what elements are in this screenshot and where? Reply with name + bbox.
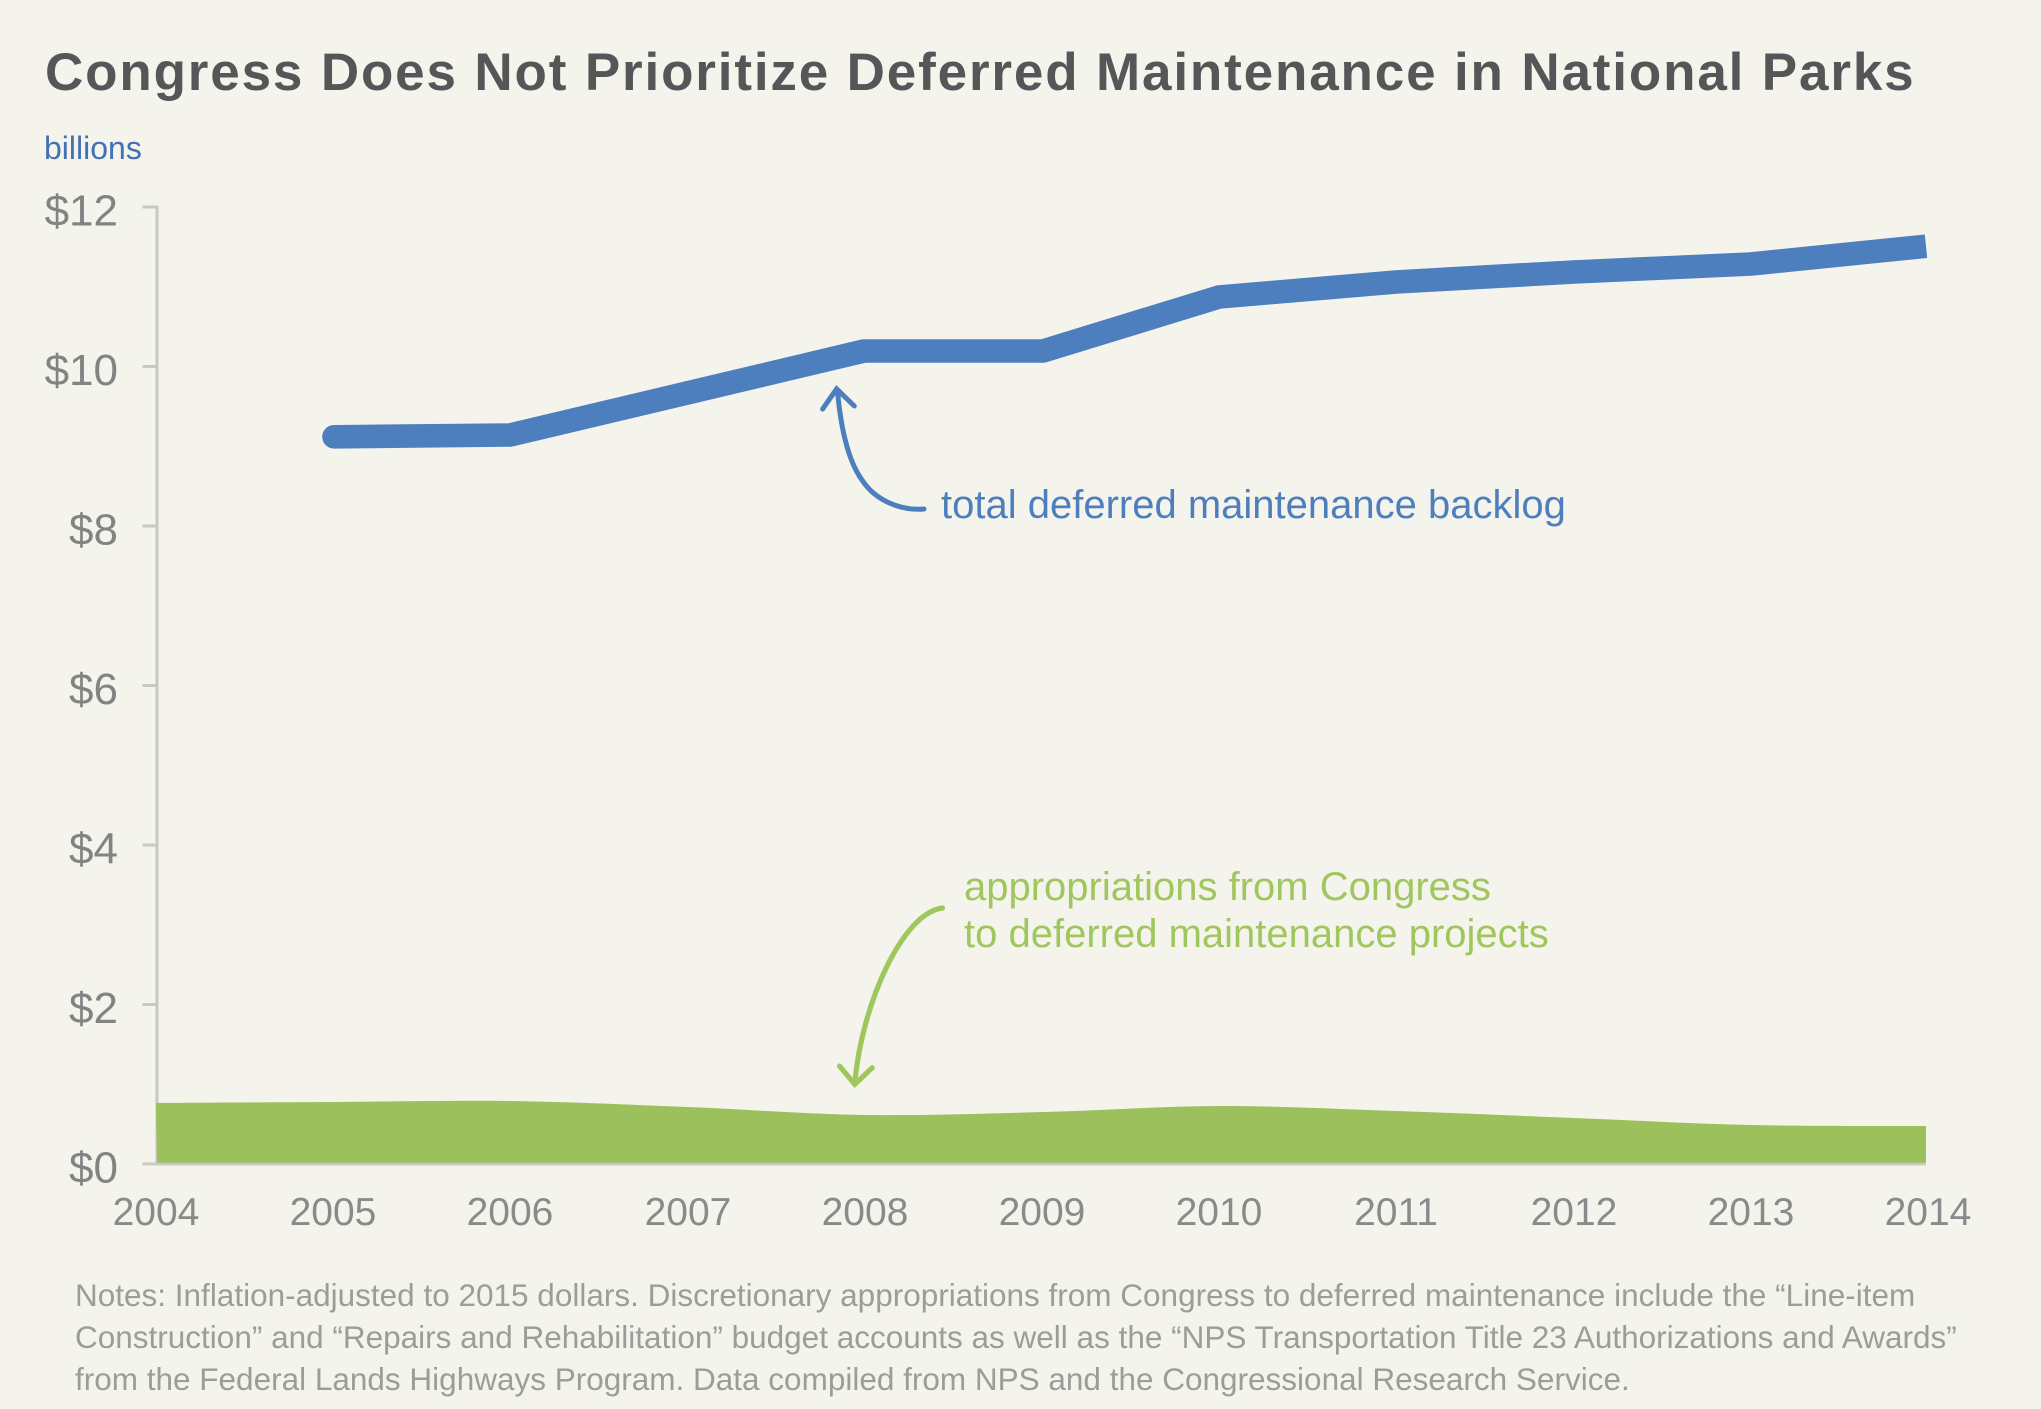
svg-text:from the Federal Lands Highway: from the Federal Lands Highways Program.… xyxy=(75,1361,1630,1397)
svg-text:2009: 2009 xyxy=(999,1191,1086,1234)
svg-text:$4: $4 xyxy=(69,825,118,874)
svg-text:2006: 2006 xyxy=(467,1191,554,1234)
svg-text:$6: $6 xyxy=(69,665,118,714)
svg-text:appropriations from Congress: appropriations from Congress xyxy=(964,865,1491,909)
svg-text:$12: $12 xyxy=(45,187,118,236)
svg-text:Congress Does Not Prioritize D: Congress Does Not Prioritize Deferred Ma… xyxy=(45,43,1915,102)
svg-text:2012: 2012 xyxy=(1531,1191,1618,1234)
svg-text:2011: 2011 xyxy=(1354,1191,1438,1234)
svg-text:$0: $0 xyxy=(69,1144,118,1193)
svg-text:2014: 2014 xyxy=(1885,1191,1972,1234)
svg-text:$10: $10 xyxy=(45,346,118,395)
svg-text:2008: 2008 xyxy=(822,1191,909,1234)
svg-text:to deferred maintenance projec: to deferred maintenance projects xyxy=(964,912,1549,956)
svg-text:Notes: Inflation-adjusted to 2: Notes: Inflation-adjusted to 2015 dollar… xyxy=(75,1277,1915,1313)
svg-text:2004: 2004 xyxy=(113,1191,200,1234)
svg-text:2005: 2005 xyxy=(290,1191,377,1234)
svg-text:$8: $8 xyxy=(69,506,118,555)
svg-text:Construction” and “Repairs and: Construction” and “Repairs and Rehabilit… xyxy=(75,1319,1957,1355)
svg-text:2007: 2007 xyxy=(645,1191,732,1234)
svg-text:2013: 2013 xyxy=(1708,1191,1795,1234)
svg-text:2010: 2010 xyxy=(1176,1191,1263,1234)
svg-text:billions: billions xyxy=(44,130,142,166)
svg-text:$2: $2 xyxy=(69,984,118,1033)
svg-text:total deferred maintenance bac: total deferred maintenance backlog xyxy=(941,483,1566,527)
